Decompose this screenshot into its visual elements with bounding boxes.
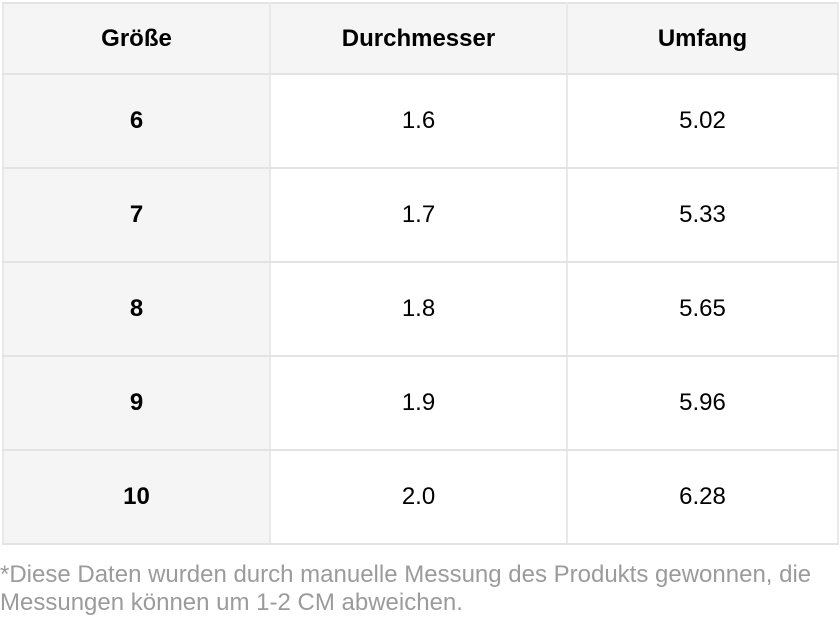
diameter-cell: 1.9	[269, 355, 568, 451]
size-cell: 6	[2, 73, 271, 169]
circumference-cell: 5.33	[566, 167, 839, 263]
circumference-cell: 5.65	[566, 261, 839, 357]
size-cell: 8	[2, 261, 271, 357]
size-chart-table: Größe Durchmesser Umfang 6 1.6 5.02 7 1.…	[2, 2, 839, 545]
measurement-disclaimer: *Diese Daten wurden durch manuelle Messu…	[0, 561, 812, 616]
table-row: 8 1.8 5.65	[2, 261, 839, 357]
size-chart-section: Größe Durchmesser Umfang 6 1.6 5.02 7 1.…	[0, 2, 840, 617]
table-header-row: Größe Durchmesser Umfang	[2, 2, 839, 75]
diameter-cell: 1.6	[269, 73, 568, 169]
column-header-durchmesser: Durchmesser	[269, 2, 568, 75]
size-cell: 10	[2, 449, 271, 545]
diameter-cell: 2.0	[269, 449, 568, 545]
diameter-cell: 1.7	[269, 167, 568, 263]
size-cell: 9	[2, 355, 271, 451]
circumference-cell: 5.96	[566, 355, 839, 451]
circumference-cell: 5.02	[566, 73, 839, 169]
table-row: 10 2.0 6.28	[2, 449, 839, 545]
table-row: 7 1.7 5.33	[2, 167, 839, 263]
circumference-cell: 6.28	[566, 449, 839, 545]
diameter-cell: 1.8	[269, 261, 568, 357]
column-header-groesse: Größe	[2, 2, 271, 75]
size-cell: 7	[2, 167, 271, 263]
table-row: 9 1.9 5.96	[2, 355, 839, 451]
table-row: 6 1.6 5.02	[2, 73, 839, 169]
column-header-umfang: Umfang	[566, 2, 839, 75]
